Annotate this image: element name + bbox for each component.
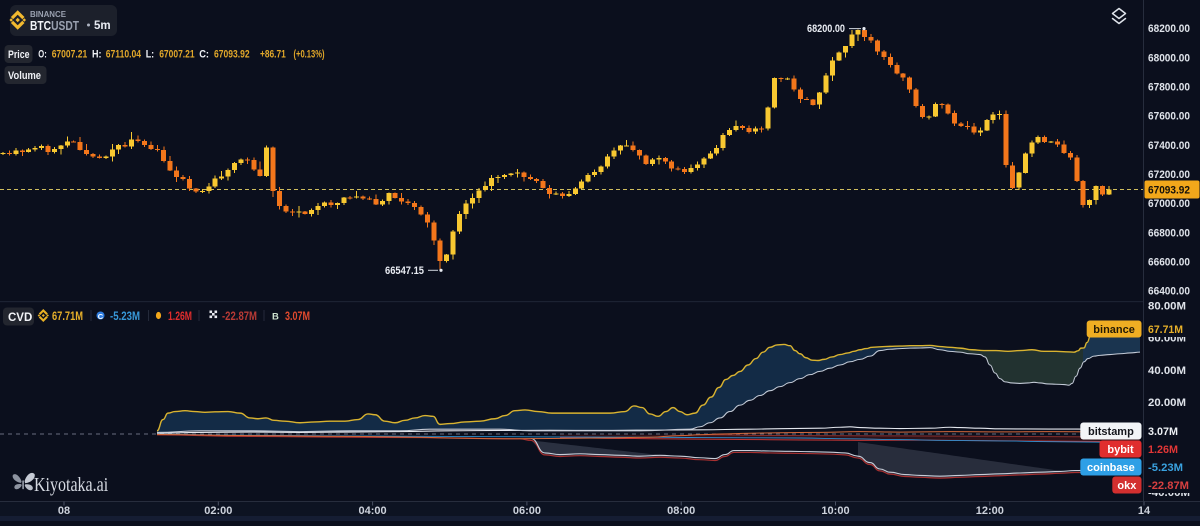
svg-text:67200.00: 67200.00 — [1148, 169, 1190, 181]
svg-text:67600.00: 67600.00 — [1148, 111, 1190, 123]
svg-text:68200.00: 68200.00 — [1148, 23, 1190, 35]
svg-text:bybit: bybit — [1107, 444, 1134, 456]
svg-text:67093.92: 67093.92 — [1148, 185, 1190, 197]
svg-text:68000.00: 68000.00 — [1148, 52, 1190, 64]
svg-text:67007.21: 67007.21 — [159, 49, 194, 61]
svg-text:06:00: 06:00 — [513, 505, 541, 517]
svg-text:12:00: 12:00 — [976, 505, 1004, 517]
svg-text:-5.23M: -5.23M — [110, 311, 140, 323]
svg-text:(+0.13%): (+0.13%) — [294, 49, 325, 61]
svg-text:67400.00: 67400.00 — [1148, 140, 1190, 152]
svg-text:02:00: 02:00 — [204, 505, 232, 517]
svg-text:L:: L: — [146, 49, 155, 61]
svg-text:O:: O: — [38, 49, 47, 61]
svg-text:20.00M: 20.00M — [1148, 397, 1186, 409]
svg-text:1.26M: 1.26M — [168, 311, 192, 323]
svg-text:66600.00: 66600.00 — [1148, 257, 1190, 269]
svg-text:66400.00: 66400.00 — [1148, 286, 1190, 298]
svg-text:H:: H: — [92, 49, 102, 61]
svg-text:okx: okx — [1117, 480, 1137, 492]
svg-text:68200.00: 68200.00 — [807, 23, 845, 35]
svg-text:67110.04: 67110.04 — [106, 49, 142, 61]
svg-text:67007.21: 67007.21 — [52, 49, 88, 61]
svg-text:C: C — [98, 312, 104, 321]
svg-text:CVD: CVD — [8, 312, 32, 324]
svg-text:C:: C: — [199, 49, 209, 61]
svg-text:Volume: Volume — [8, 70, 41, 82]
svg-text:coinbase: coinbase — [1087, 462, 1135, 474]
svg-text:-22.87M: -22.87M — [222, 311, 257, 323]
svg-text:10:00: 10:00 — [821, 505, 849, 517]
svg-text:B: B — [272, 312, 279, 323]
svg-text:Kiyotaka.ai: Kiyotaka.ai — [34, 473, 108, 495]
svg-text:14: 14 — [1138, 505, 1151, 517]
svg-text:08:00: 08:00 — [667, 505, 695, 517]
svg-text:67.71M: 67.71M — [52, 311, 83, 323]
svg-text:binance: binance — [1093, 324, 1135, 336]
svg-text:3.07M: 3.07M — [285, 311, 310, 323]
svg-text:-5.23M: -5.23M — [1148, 462, 1183, 474]
svg-text:5m: 5m — [94, 20, 111, 32]
svg-text:3.07M: 3.07M — [1148, 426, 1178, 438]
svg-text:66547.15: 66547.15 — [385, 265, 424, 277]
svg-text:BINANCE: BINANCE — [30, 9, 66, 19]
svg-text:bitstamp: bitstamp — [1088, 426, 1134, 438]
svg-text:80.00M: 80.00M — [1148, 301, 1186, 313]
svg-text:Price: Price — [8, 49, 30, 61]
svg-text:1.26M: 1.26M — [1148, 444, 1178, 456]
svg-text:67000.00: 67000.00 — [1148, 198, 1190, 210]
svg-text:04:00: 04:00 — [359, 505, 387, 517]
svg-text:-22.87M: -22.87M — [1148, 480, 1189, 492]
svg-text:66800.00: 66800.00 — [1148, 227, 1190, 239]
svg-text:+86.71: +86.71 — [260, 49, 286, 61]
svg-text:40.00M: 40.00M — [1148, 365, 1186, 377]
svg-text:67.71M: 67.71M — [1148, 324, 1183, 336]
svg-text:08: 08 — [58, 505, 70, 517]
svg-text:67800.00: 67800.00 — [1148, 82, 1190, 94]
svg-text:67093.92: 67093.92 — [214, 49, 250, 61]
svg-text:BTCUSDT: BTCUSDT — [30, 19, 79, 33]
